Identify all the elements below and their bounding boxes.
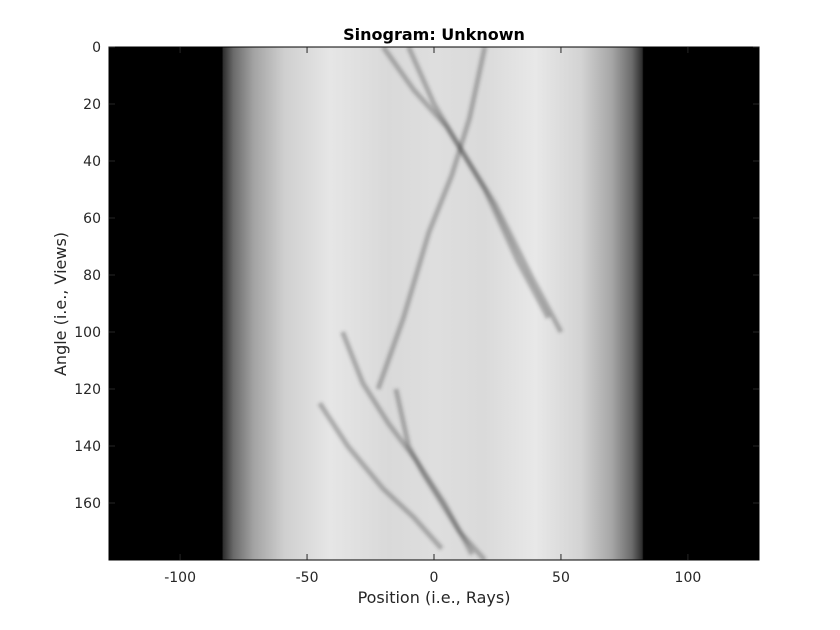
y-tick-label: 80: [83, 268, 101, 284]
x-tick-label: -50: [296, 570, 319, 586]
sinogram-trace-6: [317, 401, 444, 551]
x-axis-label: Position (i.e., Rays): [358, 588, 511, 607]
sinogram-trace-5: [393, 388, 487, 560]
x-tick-label: 50: [552, 570, 570, 586]
y-tick-label: 140: [74, 439, 101, 455]
y-tick-label: 0: [92, 40, 101, 56]
y-tick-label: 60: [83, 211, 101, 227]
y-tick-label: 100: [74, 325, 101, 341]
y-axis: 0 20 40 60 80 100 120 140 160: [74, 40, 759, 512]
x-tick-label: 100: [675, 570, 702, 586]
y-tick-label: 20: [83, 97, 101, 113]
sinogram-trace-3: [375, 47, 488, 390]
sinogram-image: [109, 47, 759, 560]
chart-title: Sinogram: Unknown: [343, 25, 525, 44]
sinogram-traces: [317, 47, 564, 560]
sinogram-trace-2: [406, 47, 564, 334]
y-axis-label: Angle (i.e., Views): [51, 232, 70, 376]
x-tick-label: -100: [164, 570, 196, 586]
y-tick-label: 120: [74, 382, 101, 398]
x-tick-label: 0: [430, 570, 439, 586]
x-axis: -100 -50 0 50 100: [164, 47, 701, 586]
y-tick-label: 160: [74, 496, 101, 512]
y-tick-label: 40: [83, 154, 101, 170]
